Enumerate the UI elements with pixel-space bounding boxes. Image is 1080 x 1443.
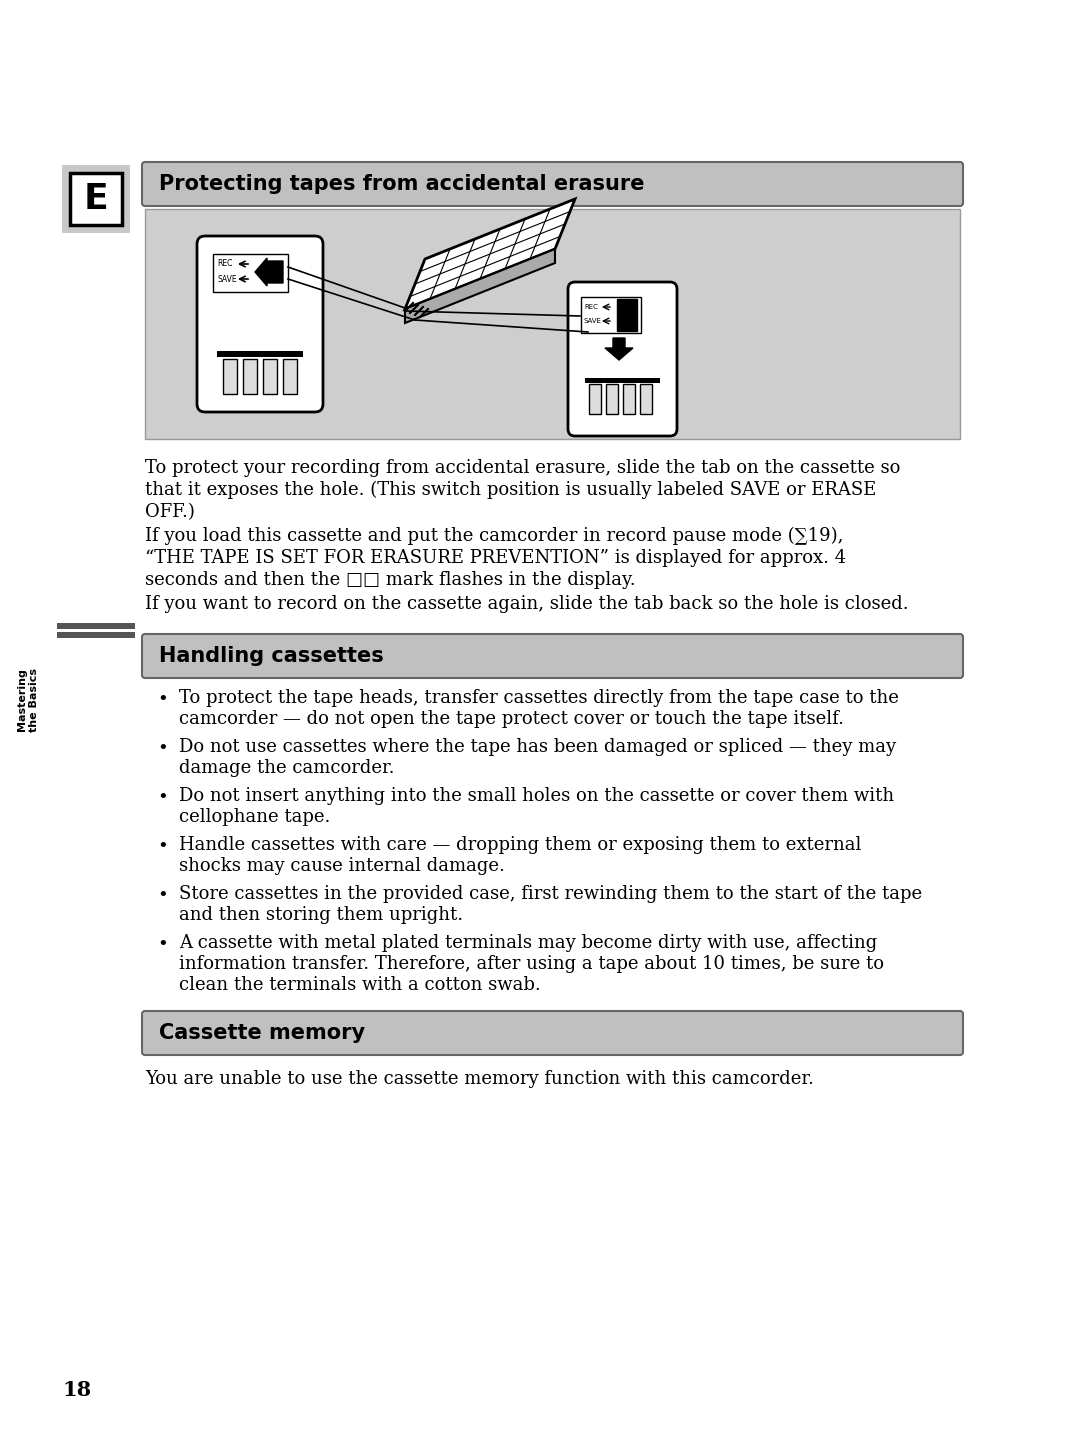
Bar bbox=[213, 254, 288, 291]
Bar bbox=[217, 351, 303, 356]
Text: and then storing them upright.: and then storing them upright. bbox=[179, 906, 463, 924]
Bar bbox=[581, 297, 642, 333]
Bar bbox=[222, 359, 237, 394]
Text: 18: 18 bbox=[62, 1380, 91, 1400]
Text: To protect your recording from accidental erasure, slide the tab on the cassette: To protect your recording from accidenta… bbox=[145, 459, 901, 478]
Text: Cassette memory: Cassette memory bbox=[159, 1023, 365, 1043]
Bar bbox=[70, 173, 122, 225]
Bar bbox=[585, 378, 660, 382]
Bar bbox=[617, 299, 637, 330]
Text: “THE TAPE IS SET FOR ERASURE PREVENTION” is displayed for approx. 4: “THE TAPE IS SET FOR ERASURE PREVENTION”… bbox=[145, 548, 846, 567]
Bar bbox=[57, 623, 135, 629]
Text: SAVE: SAVE bbox=[584, 317, 602, 325]
Bar bbox=[623, 384, 635, 414]
Polygon shape bbox=[605, 338, 633, 359]
Bar bbox=[62, 165, 130, 232]
Text: that it exposes the hole. (This switch position is usually labeled SAVE or ERASE: that it exposes the hole. (This switch p… bbox=[145, 481, 876, 499]
Text: •: • bbox=[158, 887, 168, 905]
Text: damage the camcorder.: damage the camcorder. bbox=[179, 759, 394, 776]
Text: A cassette with metal plated terminals may become dirty with use, affecting: A cassette with metal plated terminals m… bbox=[179, 934, 877, 952]
FancyBboxPatch shape bbox=[197, 237, 323, 413]
Text: •: • bbox=[158, 838, 168, 856]
Text: OFF.): OFF.) bbox=[145, 504, 194, 521]
Bar bbox=[145, 209, 960, 439]
Text: Store cassettes in the provided case, first rewinding them to the start of the t: Store cassettes in the provided case, fi… bbox=[179, 885, 922, 903]
Bar bbox=[57, 632, 135, 638]
Text: To protect the tape heads, transfer cassettes directly from the tape case to the: To protect the tape heads, transfer cass… bbox=[179, 688, 899, 707]
Bar bbox=[264, 359, 276, 394]
Text: shocks may cause internal damage.: shocks may cause internal damage. bbox=[179, 857, 504, 874]
Text: •: • bbox=[158, 691, 168, 709]
Polygon shape bbox=[405, 250, 555, 323]
Text: Protecting tapes from accidental erasure: Protecting tapes from accidental erasure bbox=[159, 175, 645, 193]
Text: If you load this cassette and put the camcorder in record pause mode (∑19),: If you load this cassette and put the ca… bbox=[145, 527, 843, 545]
FancyBboxPatch shape bbox=[568, 281, 677, 436]
Text: Mastering
the Basics: Mastering the Basics bbox=[17, 668, 39, 732]
Text: cellophane tape.: cellophane tape. bbox=[179, 808, 330, 825]
Text: camcorder — do not open the tape protect cover or touch the tape itself.: camcorder — do not open the tape protect… bbox=[179, 710, 843, 729]
Text: REC: REC bbox=[217, 260, 232, 268]
Text: Do not use cassettes where the tape has been damaged or spliced — they may: Do not use cassettes where the tape has … bbox=[179, 737, 896, 756]
FancyBboxPatch shape bbox=[141, 633, 963, 678]
Bar bbox=[589, 384, 600, 414]
Text: clean the terminals with a cotton swab.: clean the terminals with a cotton swab. bbox=[179, 975, 541, 994]
Bar bbox=[283, 359, 297, 394]
Text: •: • bbox=[158, 789, 168, 807]
Text: REC: REC bbox=[584, 304, 598, 310]
Text: SAVE: SAVE bbox=[217, 274, 237, 283]
Bar bbox=[640, 384, 652, 414]
Text: E: E bbox=[83, 182, 108, 216]
FancyBboxPatch shape bbox=[141, 1012, 963, 1055]
Text: If you want to record on the cassette again, slide the tab back so the hole is c: If you want to record on the cassette ag… bbox=[145, 595, 908, 613]
Polygon shape bbox=[255, 258, 283, 286]
Text: Handling cassettes: Handling cassettes bbox=[159, 646, 383, 667]
Text: You are unable to use the cassette memory function with this camcorder.: You are unable to use the cassette memor… bbox=[145, 1071, 814, 1088]
Bar bbox=[606, 384, 618, 414]
Text: seconds and then the □□ mark flashes in the display.: seconds and then the □□ mark flashes in … bbox=[145, 571, 636, 589]
Text: Handle cassettes with care — dropping them or exposing them to external: Handle cassettes with care — dropping th… bbox=[179, 835, 862, 854]
Text: Do not insert anything into the small holes on the cassette or cover them with: Do not insert anything into the small ho… bbox=[179, 786, 894, 805]
Text: information transfer. Therefore, after using a tape about 10 times, be sure to: information transfer. Therefore, after u… bbox=[179, 955, 885, 973]
Bar bbox=[243, 359, 257, 394]
Text: •: • bbox=[158, 937, 168, 954]
Text: •: • bbox=[158, 740, 168, 758]
FancyBboxPatch shape bbox=[141, 162, 963, 206]
Polygon shape bbox=[405, 199, 575, 309]
